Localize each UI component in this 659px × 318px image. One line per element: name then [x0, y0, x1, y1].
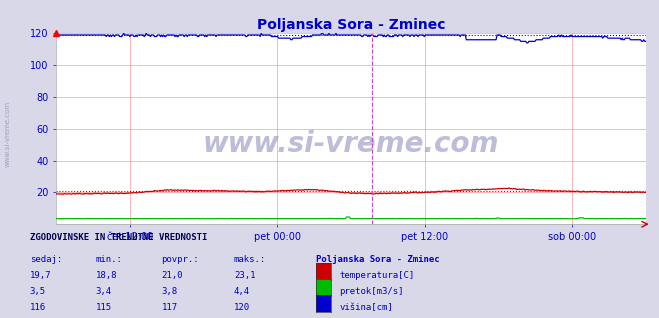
Text: 3,4: 3,4 [96, 287, 111, 296]
Text: 120: 120 [234, 303, 250, 312]
Text: 19,7: 19,7 [30, 271, 51, 280]
Text: 4,4: 4,4 [234, 287, 250, 296]
Text: 23,1: 23,1 [234, 271, 256, 280]
Text: 3,8: 3,8 [161, 287, 177, 296]
Text: www.si-vreme.com: www.si-vreme.com [5, 100, 11, 167]
Text: sedaj:: sedaj: [30, 255, 62, 264]
Text: ZGODOVINSKE IN TRENUTNE VREDNOSTI: ZGODOVINSKE IN TRENUTNE VREDNOSTI [30, 233, 207, 242]
Text: temperatura[C]: temperatura[C] [339, 271, 415, 280]
Text: povpr.:: povpr.: [161, 255, 199, 264]
Text: 117: 117 [161, 303, 177, 312]
Text: višina[cm]: višina[cm] [339, 303, 393, 312]
Text: www.si-vreme.com: www.si-vreme.com [203, 130, 499, 158]
Text: pretok[m3/s]: pretok[m3/s] [339, 287, 404, 296]
Text: 116: 116 [30, 303, 45, 312]
Text: maks.:: maks.: [234, 255, 266, 264]
Text: 18,8: 18,8 [96, 271, 117, 280]
Text: 3,5: 3,5 [30, 287, 45, 296]
Text: 21,0: 21,0 [161, 271, 183, 280]
Title: Poljanska Sora - Zminec: Poljanska Sora - Zminec [256, 18, 445, 32]
Text: min.:: min.: [96, 255, 123, 264]
Text: Poljanska Sora - Zminec: Poljanska Sora - Zminec [316, 255, 440, 264]
Text: 115: 115 [96, 303, 111, 312]
